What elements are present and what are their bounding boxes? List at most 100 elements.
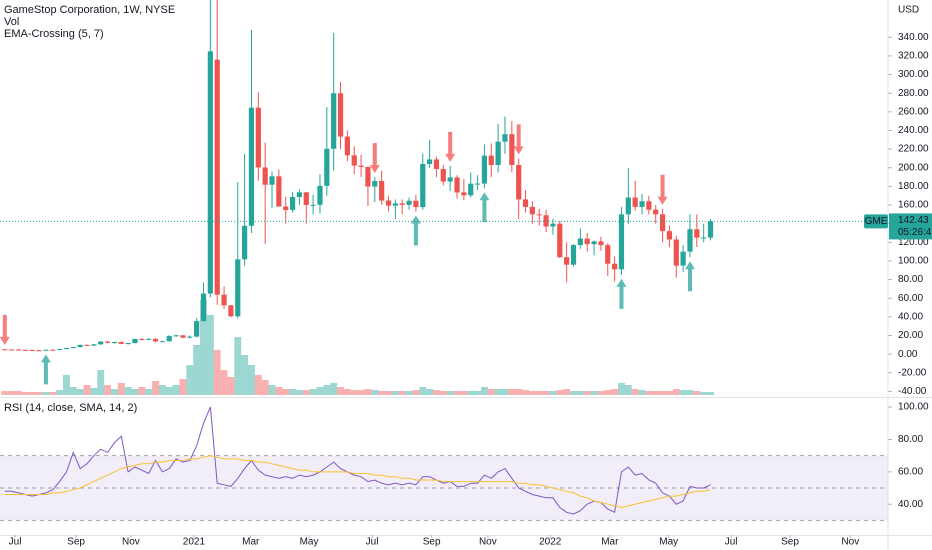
candle-body xyxy=(173,335,179,337)
rsi-line xyxy=(4,455,711,509)
x-tick-label: Sep xyxy=(67,537,85,548)
x-tick-label: May xyxy=(659,537,678,548)
last-price-label: 142.43 xyxy=(898,215,929,226)
volume-bar xyxy=(268,385,276,395)
volume-bar xyxy=(419,387,427,395)
volume-bar xyxy=(193,345,201,395)
y-tick-label: 100.00 xyxy=(898,402,929,413)
volume-bar xyxy=(63,375,70,395)
volume-bar xyxy=(652,391,660,395)
volume-bar xyxy=(179,379,187,395)
candle-body xyxy=(577,238,583,246)
y-tick-label: -20.00 xyxy=(898,367,927,378)
volume-bar xyxy=(69,387,77,395)
volume-bar xyxy=(186,365,194,395)
x-tick-label: Mar xyxy=(242,537,260,548)
candle-body xyxy=(584,238,590,245)
candle-body xyxy=(605,245,611,264)
candle-body xyxy=(495,141,501,165)
candle-body xyxy=(516,164,522,200)
volume-bar xyxy=(248,365,255,395)
volume-bar xyxy=(391,391,399,395)
candle-body xyxy=(392,203,398,206)
volume-bar xyxy=(357,390,365,395)
volume-bar xyxy=(487,389,495,395)
y-tick-label: 200.00 xyxy=(898,162,929,173)
candle-body xyxy=(509,134,515,165)
volume-bar xyxy=(158,385,166,395)
volume-bar xyxy=(460,391,468,395)
volume-bar xyxy=(501,389,509,395)
candle-body xyxy=(454,177,460,193)
volume-bar xyxy=(227,377,235,395)
candle-body xyxy=(84,344,90,346)
candle-body xyxy=(694,229,700,238)
candle-body xyxy=(481,155,488,184)
volume-bar xyxy=(563,389,571,395)
volume-bar xyxy=(549,391,557,395)
countdown-label: 05:26:49 xyxy=(898,227,932,238)
candle-body xyxy=(701,237,707,239)
volume-bar xyxy=(138,387,146,395)
volume-bar xyxy=(220,370,228,395)
y-tick-label: 260.00 xyxy=(898,106,929,117)
candle-body xyxy=(564,257,570,265)
volume-bar xyxy=(645,391,653,395)
volume-bar xyxy=(474,391,482,395)
candle-body xyxy=(673,239,679,266)
candle-body xyxy=(474,183,481,185)
volume-bar xyxy=(576,391,584,395)
x-tick-label: Nov xyxy=(479,537,497,548)
symbol-label: GME xyxy=(865,216,888,227)
y-tick-label: 180.00 xyxy=(898,181,929,192)
candle-body xyxy=(242,225,248,260)
price-badge xyxy=(889,213,932,240)
candle-body xyxy=(522,199,529,207)
candle-body xyxy=(420,164,426,208)
candle-body xyxy=(598,241,604,246)
volume-bar xyxy=(241,355,249,395)
candle-body xyxy=(680,251,686,266)
x-tick-label: Nov xyxy=(122,537,140,548)
candle-body xyxy=(707,221,714,238)
candle-body xyxy=(180,335,186,338)
volume-bar xyxy=(700,392,708,395)
volume-bar xyxy=(385,391,392,395)
legend-item: Vol xyxy=(4,16,19,28)
candle-body xyxy=(159,341,165,343)
candle-body xyxy=(365,166,371,187)
volume-bar xyxy=(590,391,598,395)
candle-body xyxy=(687,229,693,252)
candle-body xyxy=(214,59,220,295)
volume-bar xyxy=(254,375,262,395)
y-tick-label: 340.00 xyxy=(898,32,929,43)
rsi-title: RSI (14, close, SMA, 14, 2) xyxy=(4,402,137,414)
y-tick-label: 100.00 xyxy=(898,256,929,267)
candle-body xyxy=(228,305,234,317)
volume-bar xyxy=(405,391,413,395)
candle-body xyxy=(118,342,124,344)
y-tick-label: 120.00 xyxy=(898,237,929,248)
candle-body xyxy=(2,349,8,351)
candle-body xyxy=(399,203,405,205)
candle-body xyxy=(488,155,494,165)
candle-body xyxy=(63,348,70,350)
candle-body xyxy=(310,204,316,206)
candle-body xyxy=(303,192,309,205)
candle-body xyxy=(111,342,118,344)
candle-body xyxy=(570,245,577,265)
volume-bar xyxy=(261,380,269,395)
volume-bar xyxy=(659,391,667,395)
volume-bar xyxy=(624,385,632,395)
candle-body xyxy=(22,349,28,351)
candle-body xyxy=(331,93,337,149)
candle-body xyxy=(146,338,152,340)
x-tick-label: Sep xyxy=(423,537,441,548)
candle-body xyxy=(337,93,344,137)
volume-bar xyxy=(398,391,406,395)
currency-label: USD xyxy=(898,5,919,16)
volume-bar xyxy=(378,391,386,395)
y-tick-label: 280.00 xyxy=(898,88,929,99)
legend-item: EMA-Crossing (5, 7) xyxy=(4,28,104,40)
volume-bar xyxy=(611,389,619,395)
